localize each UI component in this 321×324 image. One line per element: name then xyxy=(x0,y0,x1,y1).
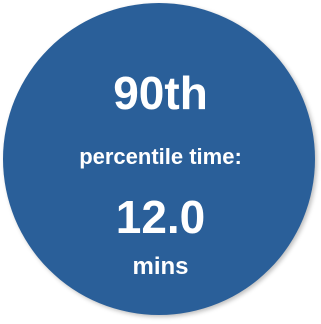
metric-unit: mins xyxy=(132,253,189,280)
metric-description: percentile time: xyxy=(79,144,242,169)
stat-circle xyxy=(3,3,315,315)
metric-value: 12.0 xyxy=(115,191,206,243)
percentile-label: 90th xyxy=(113,67,208,119)
